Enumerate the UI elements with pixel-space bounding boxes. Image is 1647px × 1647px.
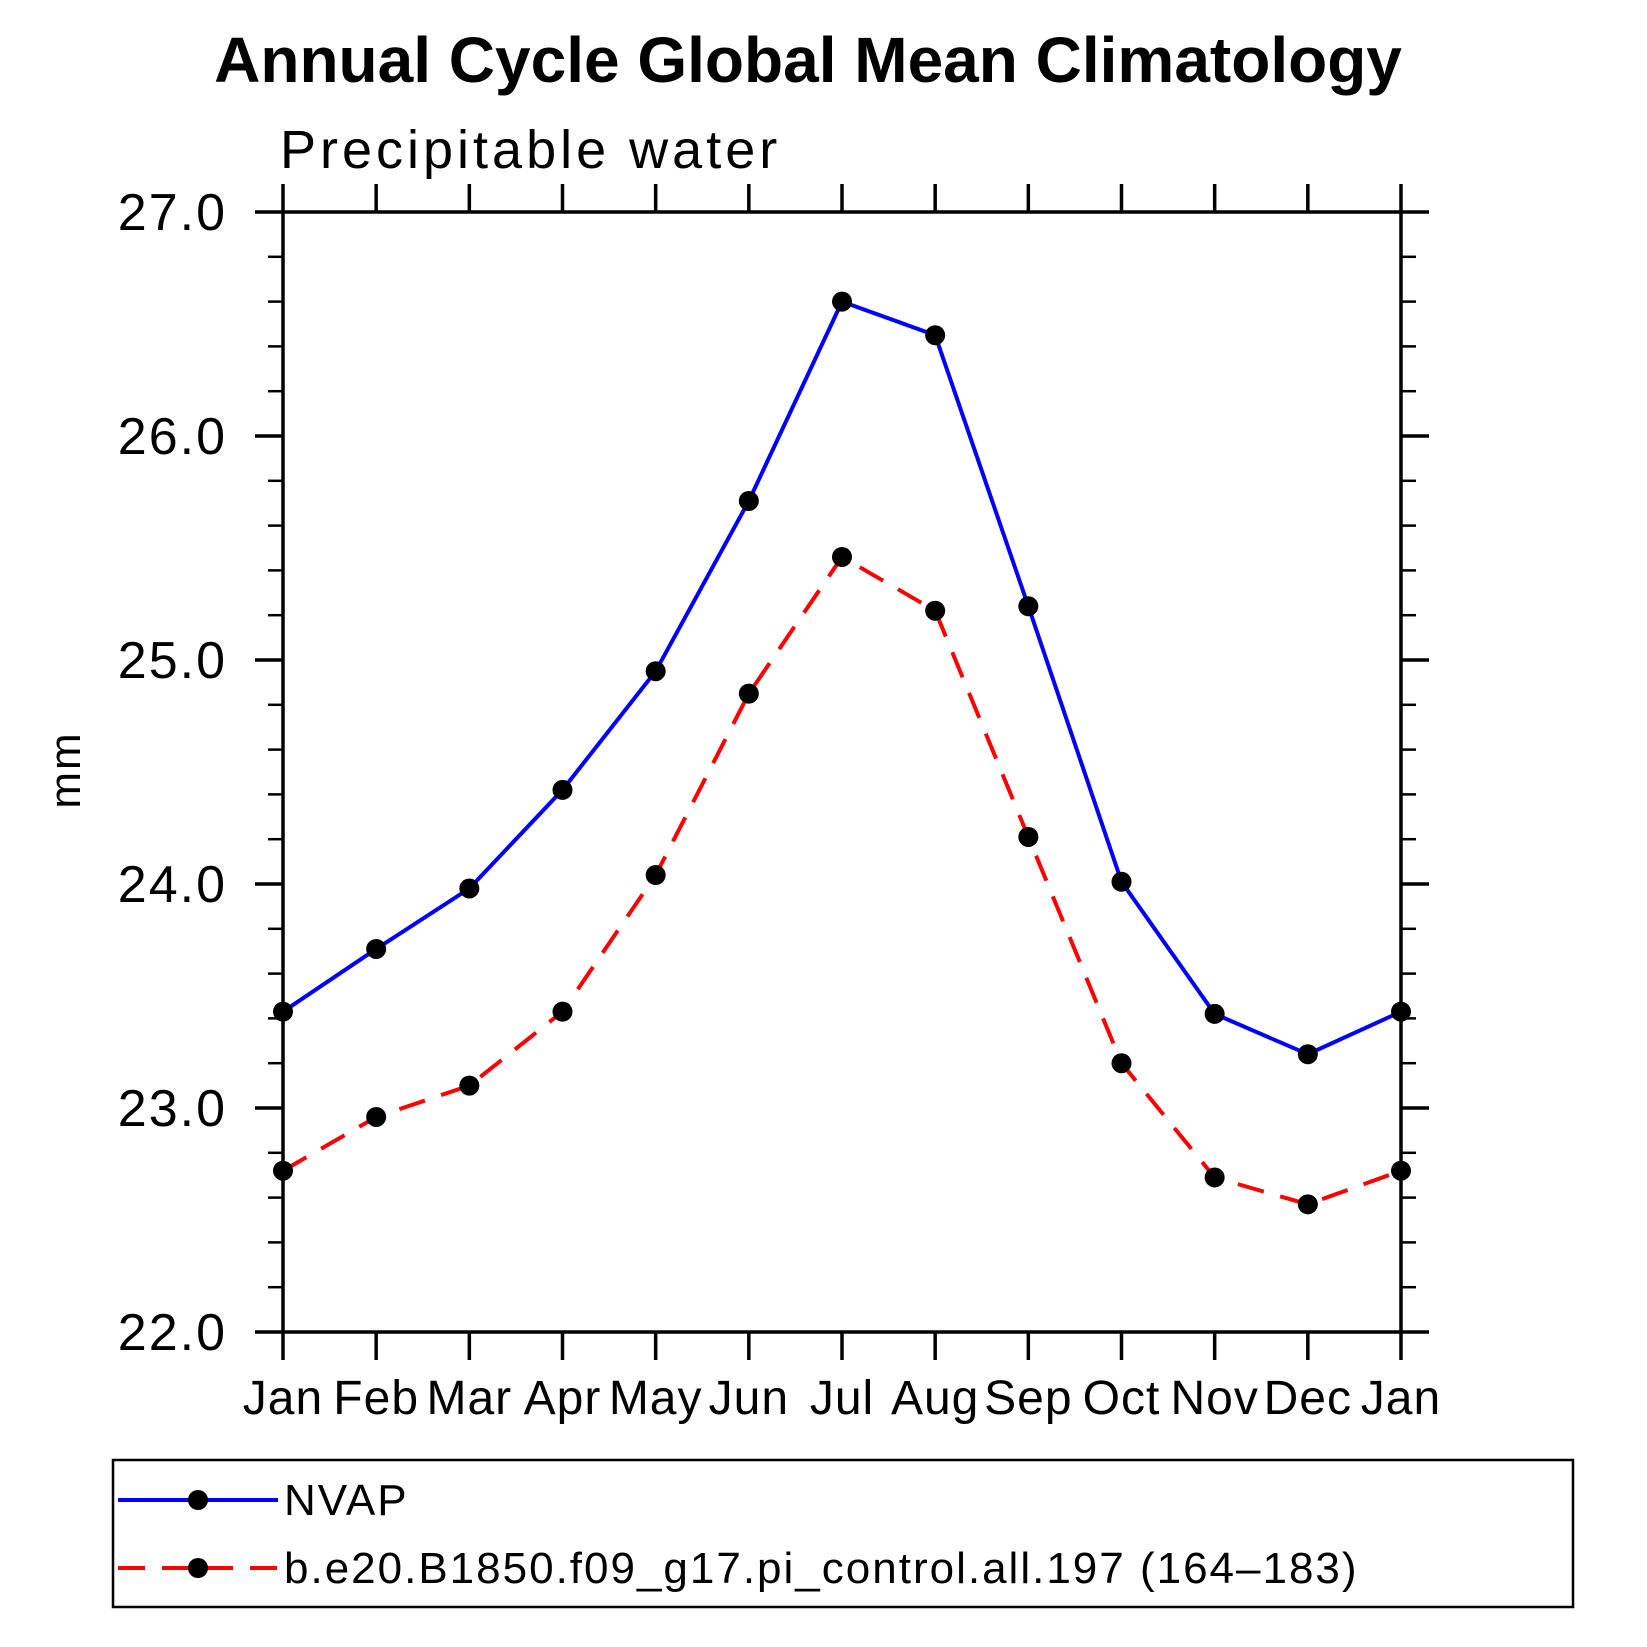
data-point-marker [925,325,946,346]
legend-row: b.e20.B1850.f09_g17.pi_control.all.197 (… [118,1544,1359,1593]
data-point-marker [1297,1194,1318,1215]
chart-title: Annual Cycle Global Mean Climatology [214,24,1402,96]
x-tick-label: Jan [243,1372,323,1425]
data-point-marker [1018,826,1039,847]
x-tick-label: Jan [1361,1372,1441,1425]
x-tick-label: Jun [709,1372,789,1425]
data-point-marker [925,600,946,621]
x-tick-label: Oct [1083,1372,1161,1425]
data-point-marker [1018,596,1039,617]
data-point-marker [552,779,573,800]
data-point-marker [273,1001,293,1022]
data-point-marker [738,490,759,511]
y-tick-label: 23.0 [118,1080,227,1138]
data-point-marker [1391,1001,1411,1022]
legend-label: b.e20.B1850.f09_g17.pi_control.all.197 (… [284,1544,1359,1593]
y-tick-label: 25.0 [118,632,227,690]
x-tick-label: May [609,1372,703,1425]
data-point-marker [459,878,480,899]
series-layer [273,291,1411,1215]
data-point-marker [1204,1003,1225,1024]
data-point-marker [832,291,852,312]
data-point-marker [1204,1167,1225,1188]
data-point-marker [552,1001,573,1022]
legend-row: NVAP [118,1476,409,1525]
y-tick-label: 27.0 [118,184,227,242]
y-tick-label: 24.0 [118,856,227,914]
data-point-marker [832,546,852,567]
data-point-marker [1391,1160,1411,1181]
data-point-marker [273,1160,293,1181]
legend-layer: NVAP b.e20.B1850.f09_g17.pi_control.all.1… [111,1458,1575,1609]
legend-sample-marker [188,1490,208,1510]
x-tick-label: Mar [426,1372,512,1425]
plot-frame [281,210,1403,1334]
x-tick-label: Jul [810,1372,874,1425]
data-point-marker [738,683,759,704]
data-point-marker [459,1075,480,1096]
data-point-marker [1111,871,1132,892]
x-tick-label: Feb [333,1372,419,1425]
data-point-marker [1297,1044,1318,1065]
data-point-marker [645,865,666,886]
x-tick-label: Apr [524,1372,602,1425]
series-line-1 [282,554,1402,1207]
legend-sample-marker [188,1558,208,1578]
x-tick-label: Dec [1264,1372,1352,1425]
x-tick-label: Nov [1170,1372,1258,1425]
x-tick-label: Sep [984,1372,1072,1425]
y-tick-label: 26.0 [118,408,227,466]
axes-layer: Jan Feb Mar Apr May Jun Jul Aug Sep Oct Nov Dec Jan2… [118,184,1441,1425]
data-point-marker [366,1106,387,1127]
legend-label: NVAP [284,1476,409,1525]
data-point-marker [645,661,666,682]
chart-subtitle: Precipitable water [280,120,781,180]
y-tick-label: 22.0 [118,1304,227,1362]
data-point-marker [366,938,387,959]
y-axis-label: mm [41,731,90,808]
series-line-0 [281,299,1402,1057]
x-tick-label: Aug [891,1372,979,1425]
data-point-marker [1111,1053,1132,1074]
legend-box [111,1458,1575,1609]
